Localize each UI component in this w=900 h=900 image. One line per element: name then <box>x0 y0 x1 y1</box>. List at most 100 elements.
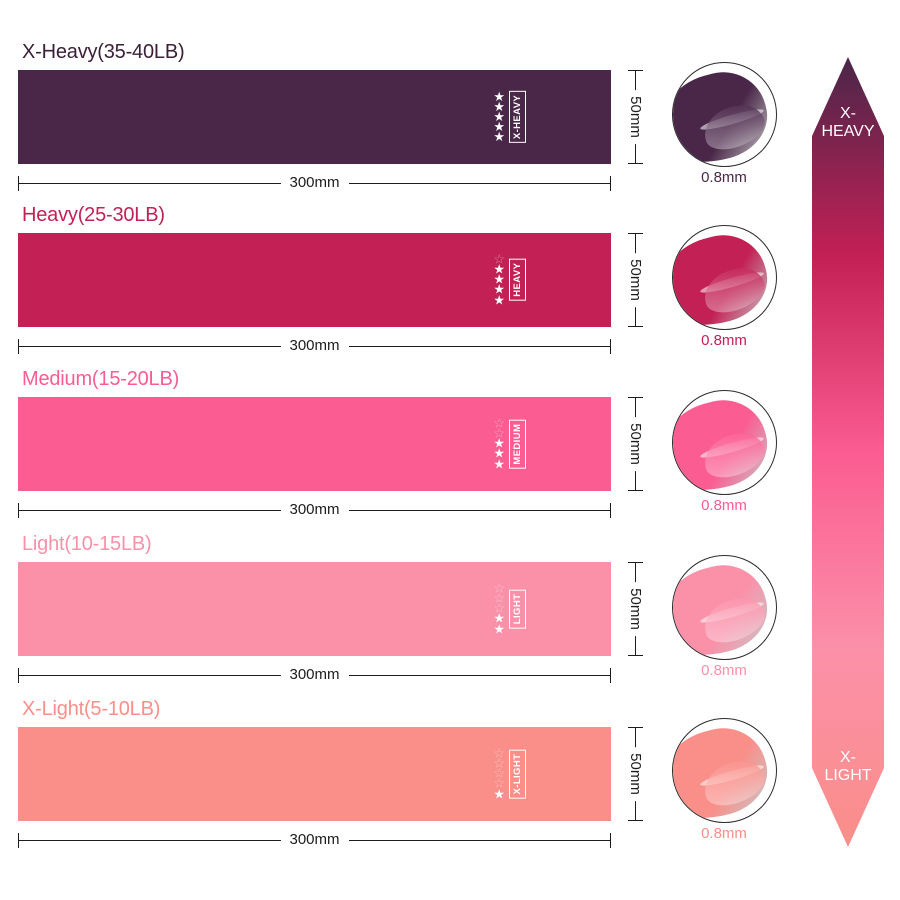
band-title: Heavy(25-30LB) <box>22 204 165 226</box>
band-wordmark: X-HEAVY <box>512 94 523 140</box>
band-thickness-photo <box>672 225 777 330</box>
star-filled-icon: ★ <box>493 786 505 802</box>
thickness-item: 0.8mm <box>663 225 803 360</box>
thickness-item: 0.8mm <box>663 718 803 853</box>
star-filled-icon: ★ <box>493 261 505 277</box>
thickness-item: 0.8mm <box>663 390 803 525</box>
star-hollow-icon: ☆ <box>493 776 505 792</box>
length-dimension: 300mm <box>18 335 611 357</box>
length-dimension-label: 300mm <box>280 172 349 194</box>
band-row: X-Light(5-10LB) ☆ ☆ ☆ ☆ ★ X-LIGHT 300mm 50mm <box>0 699 660 854</box>
arrow-bottom-label-line2: LIGHT <box>824 767 872 785</box>
dimension-cap-bottom <box>628 490 643 491</box>
star-filled-icon: ★ <box>493 435 505 451</box>
thickness-label: 0.8mm <box>701 825 747 842</box>
arrow-top-label: X- HEAVY <box>812 105 884 141</box>
band-title: Light(10-15LB) <box>22 533 152 555</box>
band-thickness-photo <box>672 555 777 660</box>
band-wordmark: LIGHT <box>512 593 523 625</box>
band-thickness-photo <box>672 390 777 495</box>
length-dimension-label: 300mm <box>280 829 349 851</box>
width-dimension: 50mm <box>624 397 646 491</box>
star-filled-icon: ★ <box>493 88 505 104</box>
star-filled-icon: ★ <box>493 621 505 637</box>
dimension-cap-left <box>18 176 19 191</box>
arrow-top-label-line1: X- <box>840 105 856 122</box>
dimension-cap-top <box>628 727 643 728</box>
band-wordmark-box: HEAVY <box>509 258 526 302</box>
dimension-cap-right <box>610 339 611 354</box>
width-dimension-label: 50mm <box>626 90 644 144</box>
dimension-cap-right <box>610 668 611 683</box>
bands-column: X-Heavy(35-40LB) ★ ★ ★ ★ ★ X-HEAVY 300mm 50mm Hea… <box>0 42 660 854</box>
star-rating: ☆ ★ ★ ★ ★ <box>493 251 505 307</box>
dimension-cap-bottom <box>628 655 643 656</box>
band-title: Medium(15-20LB) <box>22 368 180 390</box>
width-dimension-label: 50mm <box>626 417 644 471</box>
band-print: ☆ ☆ ★ ★ ★ MEDIUM <box>493 415 526 472</box>
star-rating: ☆ ☆ ☆ ★ ★ <box>493 580 505 637</box>
thickness-label: 0.8mm <box>701 662 747 679</box>
width-dimension: 50mm <box>624 727 646 821</box>
band-title: X-Heavy(35-40LB) <box>22 41 185 63</box>
band-wordmark-box: X-HEAVY <box>509 90 526 144</box>
arrow-top-label-line2: HEAVY <box>821 122 875 140</box>
band-strip: ☆ ☆ ☆ ☆ ★ X-LIGHT <box>18 727 611 821</box>
band-wordmark-box: X-LIGHT <box>509 749 526 799</box>
dimension-cap-right <box>610 176 611 191</box>
star-hollow-icon: ☆ <box>493 251 505 267</box>
band-wordmark-box: LIGHT <box>509 589 526 629</box>
band-print: ☆ ☆ ☆ ☆ ★ X-LIGHT <box>493 745 526 802</box>
dimension-cap-top <box>628 397 643 398</box>
band-title: X-Light(5-10LB) <box>22 698 161 720</box>
band-wordmark: HEAVY <box>512 262 523 298</box>
thickness-label: 0.8mm <box>701 497 747 514</box>
arrow-bottom-label-line1: X- <box>840 749 856 767</box>
thickness-item: 0.8mm <box>663 555 803 690</box>
star-hollow-icon: ☆ <box>493 765 505 781</box>
thickness-label: 0.8mm <box>701 332 747 349</box>
star-hollow-icon: ☆ <box>493 745 505 761</box>
star-filled-icon: ★ <box>493 456 505 472</box>
dimension-cap-top <box>628 233 643 234</box>
thickness-label: 0.8mm <box>701 169 747 186</box>
dimension-cap-right <box>610 833 611 848</box>
length-dimension-label: 300mm <box>280 499 349 521</box>
band-strip: ☆ ☆ ★ ★ ★ MEDIUM <box>18 397 611 491</box>
star-filled-icon: ★ <box>493 611 505 627</box>
dimension-cap-top <box>628 562 643 563</box>
dimension-cap-left <box>18 503 19 518</box>
thickness-item: 0.8mm <box>663 62 803 197</box>
width-dimension-label: 50mm <box>626 747 644 801</box>
width-dimension: 50mm <box>624 70 646 164</box>
arrow-bottom-label: X- LIGHT <box>812 749 884 785</box>
star-rating: ☆ ☆ ☆ ☆ ★ <box>493 745 505 802</box>
star-filled-icon: ★ <box>493 271 505 287</box>
length-dimension: 300mm <box>18 829 611 851</box>
dimension-cap-bottom <box>628 163 643 164</box>
width-dimension: 50mm <box>624 233 646 327</box>
band-strip: ☆ ★ ★ ★ ★ HEAVY <box>18 233 611 327</box>
star-hollow-icon: ☆ <box>493 415 505 431</box>
star-filled-icon: ★ <box>493 119 505 135</box>
length-dimension: 300mm <box>18 664 611 686</box>
star-rating: ★ ★ ★ ★ ★ <box>493 88 505 145</box>
band-wordmark-box: MEDIUM <box>509 419 526 469</box>
length-dimension: 300mm <box>18 172 611 194</box>
dimension-cap-top <box>628 70 643 71</box>
band-print: ☆ ★ ★ ★ ★ HEAVY <box>493 251 526 307</box>
width-dimension-label: 50mm <box>626 582 644 636</box>
star-filled-icon: ★ <box>493 108 505 124</box>
star-hollow-icon: ☆ <box>493 755 505 771</box>
dimension-cap-bottom <box>628 820 643 821</box>
band-thickness-photo <box>672 718 777 823</box>
length-dimension-label: 300mm <box>280 335 349 357</box>
star-filled-icon: ★ <box>493 98 505 114</box>
resistance-gradient-arrow: X- HEAVY X- LIGHT <box>812 57 884 847</box>
star-filled-icon: ★ <box>493 129 505 145</box>
band-row: Medium(15-20LB) ☆ ☆ ★ ★ ★ MEDIUM 300mm 50mm <box>0 369 660 524</box>
star-hollow-icon: ☆ <box>493 600 505 616</box>
star-filled-icon: ★ <box>493 446 505 462</box>
star-hollow-icon: ☆ <box>493 580 505 596</box>
band-row: X-Heavy(35-40LB) ★ ★ ★ ★ ★ X-HEAVY 300mm 50mm <box>0 42 660 197</box>
